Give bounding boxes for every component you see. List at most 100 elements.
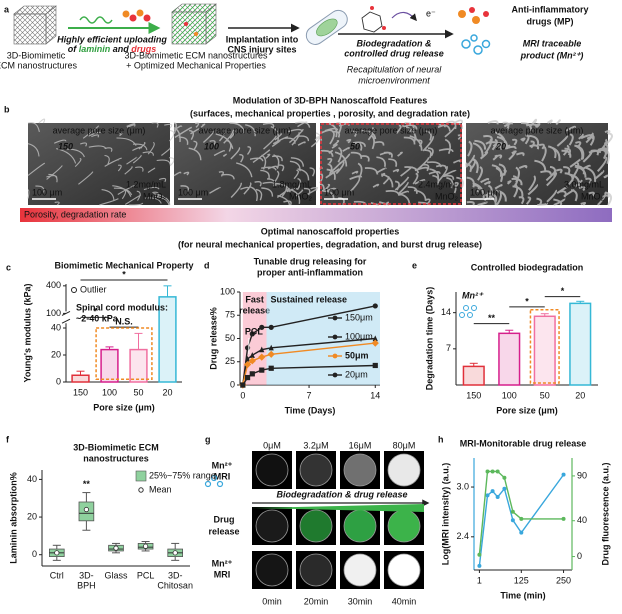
- step-text: ECM nanostructures: [0, 60, 78, 70]
- time-label: 40min: [392, 596, 417, 606]
- step-text: 3D-Biomimetic: [7, 50, 66, 60]
- y-tick-label: 40: [27, 474, 37, 484]
- chart-title: Biomimetic Mechanical Property: [54, 260, 193, 270]
- data-point: [268, 324, 274, 330]
- data-point: [485, 469, 490, 474]
- region-label: Sustained release: [270, 294, 347, 304]
- legend-marker: [332, 315, 338, 321]
- significance-label: **: [488, 313, 496, 323]
- y-tick-label: 0: [230, 379, 235, 389]
- step-text: Recapitulation of neural: [347, 64, 443, 74]
- data-point: [502, 486, 507, 491]
- oxide-label: MnO₂: [289, 191, 313, 201]
- well-image: [255, 509, 289, 543]
- data-point: [268, 344, 274, 351]
- legend-label: 50μm: [345, 350, 369, 360]
- ion-icon: [210, 474, 218, 482]
- significance-label: *: [122, 269, 126, 279]
- concentration: 1.2mg/mL: [126, 179, 166, 189]
- data-point: [477, 552, 482, 557]
- y-tick-label: 50: [225, 333, 235, 343]
- mean-marker: [172, 550, 178, 556]
- oxide-label: MnO₂: [143, 191, 167, 201]
- image-caption: average pore size (μm): [491, 125, 584, 135]
- schematic: [13, 3, 491, 55]
- y-axis-title: Log(MRI intensity) (a.u.): [440, 463, 450, 566]
- annotation: PCL: [245, 326, 264, 336]
- y-tick-label: 20: [51, 349, 61, 359]
- gradient-bar: [20, 208, 612, 222]
- step-text-part: and: [110, 44, 131, 54]
- sem-texture: [173, 121, 321, 206]
- data-point: [240, 382, 246, 388]
- significance-label: *: [93, 307, 97, 317]
- y-axis-title: Degradation time (Days): [424, 287, 434, 391]
- y-tick-label: 100: [46, 308, 61, 318]
- y-tick-label: 0: [56, 376, 61, 386]
- x-tick-label: 3D-: [168, 570, 183, 580]
- chart-title: 3D-Biomimetic ECM: [73, 442, 159, 452]
- x-tick-label: 50: [133, 387, 143, 397]
- data-point: [249, 371, 255, 377]
- arrow-label: Biodegradation & drug release: [276, 489, 407, 499]
- data-point: [490, 489, 495, 494]
- row-label: release: [208, 526, 239, 536]
- gradient-label: Porosity, degradation rate: [24, 209, 126, 219]
- section-subtitle: (for neural mechanical properties, degra…: [178, 239, 482, 249]
- mean-marker: [54, 550, 60, 556]
- time-label: 30min: [348, 596, 373, 606]
- y-axis-title: Laminin absorption%: [8, 472, 18, 564]
- concentration: 2.4mg/mL: [418, 179, 458, 189]
- reference-label: ~2-40 kPa: [76, 313, 119, 323]
- x-tick-label: 0: [240, 390, 245, 400]
- y-tick-label: 14: [441, 307, 451, 317]
- panel-title: Modulation of 3D-BPH Nanoscaffold Featur…: [233, 95, 428, 105]
- concentration-label: 3.2μM: [303, 440, 328, 450]
- row-label: Mn²⁺: [212, 558, 233, 568]
- oxide-label: MnO₂: [435, 191, 459, 201]
- data-point: [485, 493, 490, 498]
- data-point: [248, 357, 256, 365]
- series-line: [242, 305, 376, 386]
- significance-label: *: [525, 296, 529, 306]
- region: [242, 292, 267, 385]
- y2-tick-label: 90: [577, 470, 587, 480]
- step-text-part: drugs: [131, 44, 156, 54]
- step-text: MRI traceable: [523, 38, 582, 48]
- significance-label: N.S.: [115, 316, 133, 326]
- y-tick-label: 3.0: [456, 481, 469, 491]
- well-image: [299, 453, 333, 487]
- well-image: [343, 453, 377, 487]
- section-title: Optimal nanoscaffold properties: [261, 226, 400, 236]
- well-image: [387, 553, 421, 587]
- bar: [498, 332, 521, 386]
- panel-label: a: [4, 4, 10, 14]
- x-tick-label: 20: [162, 387, 172, 397]
- x-tick-label: PCL: [137, 570, 155, 580]
- legend-box: [135, 470, 147, 482]
- y2-tick-label: 40: [577, 515, 587, 525]
- well-image: [387, 509, 421, 543]
- y-tick-label: 7: [446, 343, 451, 353]
- well-image: [343, 553, 377, 587]
- data-point: [371, 339, 379, 347]
- step-text: Biodegradation &: [356, 38, 431, 48]
- legend-marker: [138, 487, 144, 493]
- x-tick-label: 125: [514, 575, 529, 585]
- mean-marker: [143, 543, 149, 549]
- chart-title: proper anti-inflammation: [257, 267, 363, 277]
- data-point: [372, 335, 378, 342]
- panel-label: b: [4, 104, 10, 114]
- legend-label: Mean: [149, 484, 172, 494]
- highlight-frame: [529, 308, 560, 384]
- panel-label: g: [205, 434, 211, 444]
- step-text: + Optimized Mechanical Properties: [126, 60, 266, 70]
- bar: [462, 365, 485, 386]
- significance-label: *: [561, 286, 565, 296]
- y-tick-label: 75: [225, 310, 235, 320]
- step-text: Highly efficient uploading: [57, 34, 167, 44]
- step-text: product (Mn²⁺): [520, 50, 584, 60]
- legend-label: 150μm: [345, 312, 373, 322]
- legend-marker: [332, 372, 338, 378]
